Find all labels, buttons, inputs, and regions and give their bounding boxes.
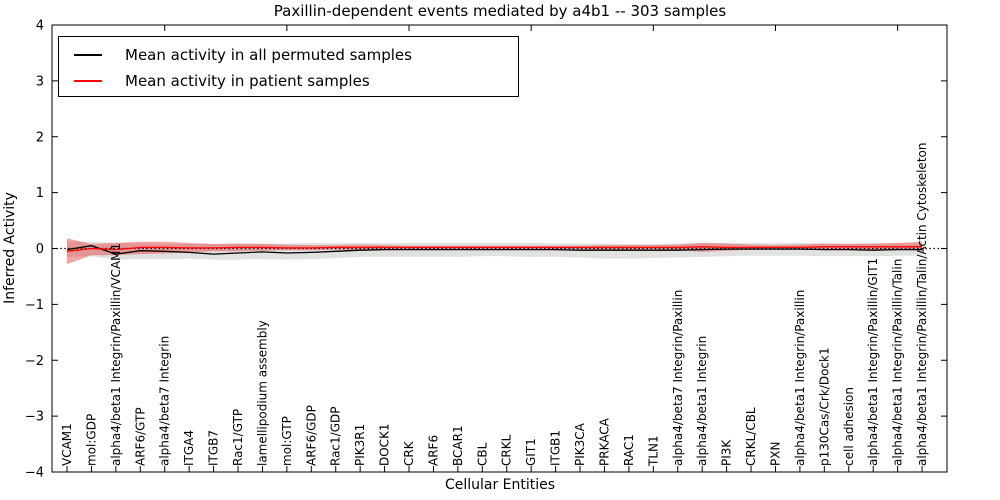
x-tick-label: GIT1	[524, 438, 538, 466]
x-tick-label: alpha4/beta1 Integrin/Paxillin/Talin	[891, 259, 905, 466]
y-tick-label: 2	[36, 130, 44, 145]
x-tick-label: ITGA4	[182, 430, 196, 466]
x-tick-label: p130Cas/Crk/Dock1	[817, 347, 831, 466]
band-patient	[67, 238, 922, 265]
chart-title: Paxillin-dependent events mediated by a4…	[273, 2, 727, 20]
legend-line-sample-black	[74, 54, 102, 56]
x-tick-label: VCAM1	[60, 423, 74, 466]
y-tick-label: 1	[36, 186, 44, 201]
x-tick-label: BCAR1	[451, 425, 465, 466]
x-tick-label: alpha4/beta1 Integrin/Paxillin	[793, 290, 807, 466]
x-tick-label: alpha4/beta1 Integrin/Paxillin/VCAM1	[109, 243, 123, 466]
x-tick-label: cell adhesion	[842, 387, 856, 466]
x-tick-label: PXN	[768, 442, 782, 466]
y-tick-label: −2	[25, 354, 44, 369]
y-tick-label: 0	[36, 242, 44, 257]
x-tick-label: RAC1	[622, 434, 636, 466]
x-tick-label: ARF6/GTP	[133, 407, 147, 466]
x-tick-label: alpha4/beta1 Integrin	[695, 336, 709, 466]
y-tick-label: 3	[36, 74, 44, 89]
x-tick-label: alpha4/beta1 Integrin/Paxillin/Talin/Act…	[915, 143, 929, 466]
x-axis-label: Cellular Entities	[444, 477, 556, 493]
x-tick-label: CRK	[402, 440, 416, 466]
series-line-patient	[66, 246, 922, 252]
y-tick-label: 4	[36, 19, 44, 34]
x-tick-label: ARF6	[426, 435, 440, 466]
x-tick-label: mol:GDP	[84, 414, 98, 466]
x-tick-label: alpha4/beta7 Integrin	[158, 336, 172, 466]
x-tick-label: TLN1	[646, 435, 660, 467]
x-tick-label: PI3K	[720, 439, 734, 466]
x-tick-label: CRKL	[500, 434, 514, 466]
x-tick-label: PRKACA	[597, 417, 611, 466]
x-tick-label: DOCK1	[378, 423, 392, 466]
y-axis-label: Inferred Activity	[2, 192, 18, 304]
x-tick-label: mol:GTP	[280, 416, 294, 466]
x-tick-label: alpha4/beta7 Integrin/Paxillin	[671, 290, 685, 466]
legend-entry-label: Mean activity in all permuted samples	[125, 46, 412, 64]
legend-entry-permuted: Mean activity in all permuted samples	[59, 42, 518, 68]
y-tick-label: −1	[25, 298, 44, 313]
x-tick-label: ARF6/GDP	[304, 405, 318, 466]
series-line-permuted	[66, 245, 922, 255]
legend-entry-label: Mean activity in patient samples	[125, 72, 370, 90]
x-tick-label: ITGB1	[549, 430, 563, 466]
x-tick-label: Rac1/GTP	[231, 409, 245, 466]
y-tick-label: −3	[25, 410, 44, 425]
x-tick-label: PIK3R1	[353, 424, 367, 466]
x-tick-label: CRKL/CBL	[744, 407, 758, 466]
legend-line-sample-red	[74, 80, 102, 82]
x-tick-label: CBL	[475, 442, 489, 466]
x-tick-label: alpha4/beta1 Integrin/Paxillin/GIT1	[866, 258, 880, 466]
x-tick-label: lamellipodium assembly	[255, 320, 269, 466]
x-tick-label: PIK3CA	[573, 422, 587, 466]
legend-entry-patient: Mean activity in patient samples	[59, 68, 518, 94]
y-tick-label: −4	[25, 466, 44, 481]
legend: Mean activity in all permuted samples Me…	[58, 36, 519, 97]
x-tick-label: ITGB7	[207, 430, 221, 466]
x-tick-label: Rac1/GDP	[329, 407, 343, 466]
